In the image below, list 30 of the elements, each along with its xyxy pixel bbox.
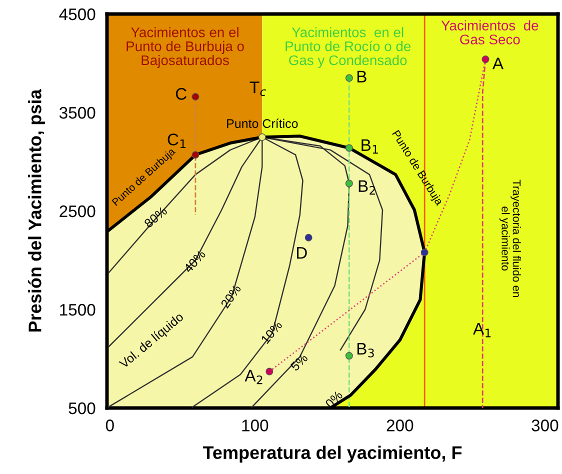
annotation: D — [296, 247, 307, 259]
y-tick-label: 3500 — [59, 106, 96, 119]
x-tick-label: 0 — [106, 420, 114, 432]
y-tick-label: 4500 — [59, 8, 96, 20]
annotation: B$_{2}$ — [358, 180, 376, 195]
annotation: C$_{1}$ — [168, 134, 186, 148]
annotation: 80% — [144, 206, 168, 228]
y-tick-label: 2500 — [60, 205, 96, 218]
annotation: T$_{c}$ — [250, 82, 266, 96]
x-axis-title: Temperatura del yacimiento, F — [202, 446, 462, 463]
annotation: 40% — [183, 249, 206, 274]
annotation: B$_{1}$ — [362, 139, 378, 154]
annotation: Yacimientos en el Punto de Rocío o de Gas y Condensado — [286, 27, 411, 68]
annotation: Yacimientos en el Punto de Burbuja o Bajosaturados — [126, 27, 244, 68]
annotation: Yacimientos de Gas Seco — [441, 20, 538, 44]
x-tick-label: 300 — [532, 420, 558, 432]
annotation: B — [357, 70, 366, 82]
annotation: A — [492, 58, 504, 70]
y-tick-label: 1500 — [60, 304, 96, 316]
x-tick-label: 200 — [386, 420, 414, 432]
annotation: Punto Crítico — [227, 118, 298, 128]
annotation: B$_{3}$ — [357, 343, 374, 358]
x-tick-label: 100 — [242, 420, 268, 432]
y-axis-title: Presión del Yacimiento, psia — [28, 89, 45, 332]
y-tick-label: 500 — [68, 402, 96, 414]
annotation: 5% — [290, 353, 308, 372]
annotation: A$_{1}$ — [473, 322, 491, 338]
annotation: C — [176, 88, 186, 100]
annotation: Trayectoria del fluido en el yacimiento — [499, 180, 521, 297]
annotation: A$_{2}$ — [244, 370, 262, 384]
